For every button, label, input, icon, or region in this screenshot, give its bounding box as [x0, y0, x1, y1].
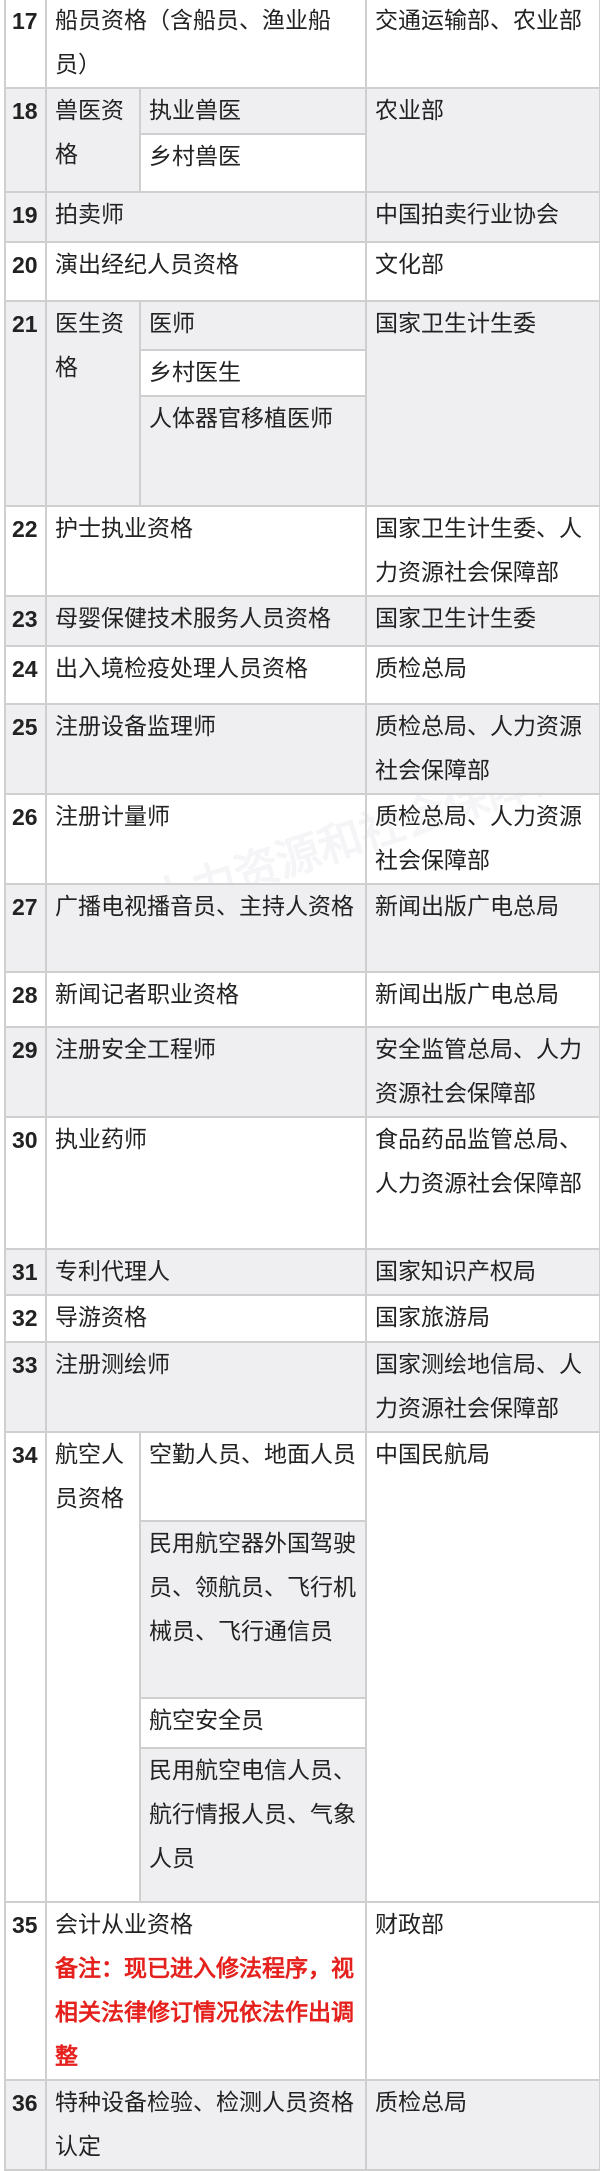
qualification-name: 会计从业资格 备注：现已进入修法程序，视相关法律修订情况依法作出调整 — [45, 1901, 367, 2081]
qualification-name: 执业药师 — [45, 1116, 367, 1250]
table-row: 民用航空电信人员、航行情报人员、气象人员 — [5, 1747, 600, 1903]
table-row: 17 船员资格（含船员、渔业船员） 交通运输部、农业部 — [4, 0, 600, 89]
table-row: 34 航空人员资格 空勤人员、地面人员 中国民航局 — [4, 1431, 600, 1903]
qualification-name: 注册安全工程师 — [45, 1026, 367, 1118]
qualification-name: 导游资格 — [45, 1294, 367, 1343]
department: 国家知识产权局 — [365, 1248, 600, 1296]
row-number: 25 — [4, 703, 47, 795]
sub-qualification: 民用航空电信人员、航行情报人员、气象人员 — [139, 1747, 367, 1903]
row-number: 29 — [4, 1026, 47, 1118]
department: 质检总局、人力资源社会保障部 — [365, 793, 600, 885]
table-row: 21 医生资格 医师 国家卫生计生委 — [4, 300, 600, 507]
row-number: 36 — [4, 2079, 47, 2171]
qualification-name: 出入境检疫处理人员资格 — [45, 645, 367, 705]
qualification-name: 注册设备监理师 — [45, 703, 367, 795]
table-row: 28 新闻记者职业资格 新闻出版广电总局 — [4, 971, 600, 1028]
row-number: 19 — [4, 191, 47, 243]
remark-note: 备注：现已进入修法程序，视相关法律修订情况依法作出调整 — [55, 1956, 354, 2070]
qualification-name: 母婴保健技术服务人员资格 — [45, 595, 367, 647]
qualification-name-text: 会计从业资格 — [55, 1912, 193, 1938]
department: 中国拍卖行业协会 — [365, 191, 600, 243]
qualification-name: 注册计量师 — [45, 793, 367, 885]
qualification-name: 航空人员资格 — [45, 1431, 141, 1903]
qualification-name: 新闻记者职业资格 — [45, 971, 367, 1028]
department: 国家卫生计生委、人力资源社会保障部 — [365, 505, 600, 597]
department: 质检总局 — [365, 645, 600, 705]
table-row: 26 注册计量师 质检总局、人力资源社会保障部 — [4, 793, 600, 885]
table-row: 36 特种设备检验、检测人员资格认定 质检总局 — [4, 2079, 600, 2171]
row-number: 27 — [4, 883, 47, 973]
sub-qualification: 乡村兽医 — [139, 133, 367, 193]
qualification-name: 船员资格（含船员、渔业船员） — [45, 0, 367, 89]
qualification-name: 兽医资格 — [45, 87, 141, 193]
qualification-name: 特种设备检验、检测人员资格认定 — [45, 2079, 367, 2171]
table-row: 35 会计从业资格 备注：现已进入修法程序，视相关法律修订情况依法作出调整 财政… — [4, 1901, 600, 2081]
row-number: 23 — [4, 595, 47, 647]
department: 质检总局 — [365, 2079, 600, 2171]
qualification-table: 17 船员资格（含船员、渔业船员） 交通运输部、农业部 18 兽医资格 执业兽医… — [4, 0, 600, 2171]
qualification-name: 专利代理人 — [45, 1248, 367, 1296]
table-row: 乡村医生 — [5, 349, 600, 397]
department: 文化部 — [365, 241, 600, 302]
table-row: 民用航空器外国驾驶员、领航员、飞行机械员、飞行通信员 — [5, 1520, 600, 1699]
department: 交通运输部、农业部 — [365, 0, 600, 89]
sub-qualification: 人体器官移植医师 — [139, 395, 367, 507]
sub-qualification: 乡村医生 — [139, 349, 367, 397]
sub-qualification: 空勤人员、地面人员 — [139, 1431, 367, 1522]
row-number: 26 — [4, 793, 47, 885]
table-row: 31 专利代理人 国家知识产权局 — [4, 1248, 600, 1296]
row-number: 22 — [4, 505, 47, 597]
qualification-name: 演出经纪人员资格 — [45, 241, 367, 302]
qualification-name: 护士执业资格 — [45, 505, 367, 597]
table-row: 29 注册安全工程师 安全监管总局、人力资源社会保障部 — [4, 1026, 600, 1118]
qualification-name: 注册测绘师 — [45, 1341, 367, 1433]
table-row: 32 导游资格 国家旅游局 — [4, 1294, 600, 1343]
table-row: 23 母婴保健技术服务人员资格 国家卫生计生委 — [4, 595, 600, 647]
row-number: 34 — [4, 1431, 47, 1903]
qualification-name: 拍卖师 — [45, 191, 367, 243]
table-row: 航空安全员 — [5, 1697, 600, 1749]
table-row: 18 兽医资格 执业兽医 农业部 — [4, 87, 600, 193]
row-number: 30 — [4, 1116, 47, 1250]
table-row: 27 广播电视播音员、主持人资格 新闻出版广电总局 — [4, 883, 600, 973]
row-number: 28 — [4, 971, 47, 1028]
table-row: 乡村兽医 — [5, 133, 600, 193]
row-number: 31 — [4, 1248, 47, 1296]
sub-qualification: 医师 — [139, 300, 367, 351]
department: 国家旅游局 — [365, 1294, 600, 1343]
row-number: 20 — [4, 241, 47, 302]
row-number: 18 — [4, 87, 47, 193]
table-row: 33 注册测绘师 国家测绘地信局、人力资源社会保障部 — [4, 1341, 600, 1433]
department: 新闻出版广电总局 — [365, 971, 600, 1028]
department: 食品药品监管总局、人力资源社会保障部 — [365, 1116, 600, 1250]
table-row: 24 出入境检疫处理人员资格 质检总局 — [4, 645, 600, 705]
row-number: 32 — [4, 1294, 47, 1343]
row-number: 33 — [4, 1341, 47, 1433]
table-row: 19 拍卖师 中国拍卖行业协会 — [4, 191, 600, 243]
department: 质检总局、人力资源社会保障部 — [365, 703, 600, 795]
department: 国家测绘地信局、人力资源社会保障部 — [365, 1341, 600, 1433]
department: 安全监管总局、人力资源社会保障部 — [365, 1026, 600, 1118]
department: 国家卫生计生委 — [365, 595, 600, 647]
qualification-name: 广播电视播音员、主持人资格 — [45, 883, 367, 973]
sub-qualification: 民用航空器外国驾驶员、领航员、飞行机械员、飞行通信员 — [139, 1520, 367, 1699]
department: 财政部 — [365, 1901, 600, 2081]
sub-qualification: 航空安全员 — [139, 1697, 367, 1749]
department: 新闻出版广电总局 — [365, 883, 600, 973]
qualification-name: 医生资格 — [45, 300, 141, 507]
row-number: 24 — [4, 645, 47, 705]
table-row: 20 演出经纪人员资格 文化部 — [4, 241, 600, 302]
table-row: 30 执业药师 食品药品监管总局、人力资源社会保障部 — [4, 1116, 600, 1250]
row-number: 35 — [4, 1901, 47, 2081]
department: 国家卫生计生委 — [365, 300, 600, 507]
table-row: 人体器官移植医师 — [5, 395, 600, 507]
row-number: 21 — [4, 300, 47, 507]
sub-qualification: 执业兽医 — [139, 87, 367, 135]
table-row: 25 注册设备监理师 质检总局、人力资源社会保障部 — [4, 703, 600, 795]
table-row: 22 护士执业资格 国家卫生计生委、人力资源社会保障部 — [4, 505, 600, 597]
department: 农业部 — [365, 87, 600, 193]
department: 中国民航局 — [365, 1431, 600, 1903]
row-number: 17 — [4, 0, 47, 89]
